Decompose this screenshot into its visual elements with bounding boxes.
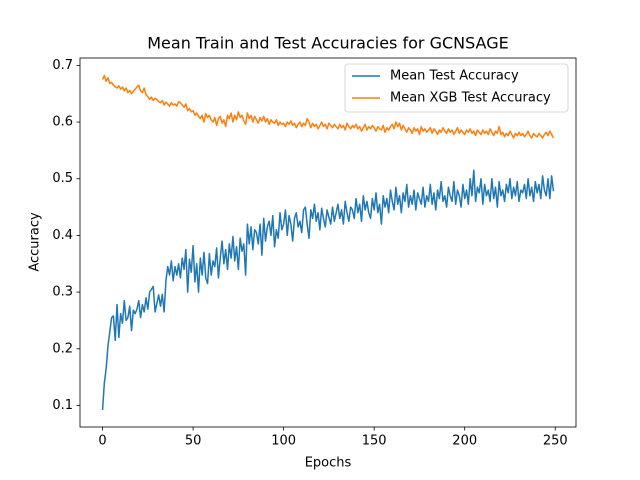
y-tick-label: 0.6: [52, 115, 73, 130]
x-tick-label: 200: [452, 434, 477, 449]
legend-label: Mean Test Accuracy: [390, 69, 519, 84]
series-line: [101, 169, 555, 411]
y-tick-label: 0.2: [52, 341, 73, 356]
y-tick-label: 0.4: [52, 228, 73, 243]
x-tick-label: 250: [543, 434, 568, 449]
legend: Mean Test Accuracy Mean XGB Test Accuracy: [344, 63, 569, 113]
chart-title: Mean Train and Test Accuracies for GCNSA…: [147, 34, 508, 53]
legend-box: [344, 63, 569, 113]
legend-label: Mean XGB Test Accuracy: [390, 91, 551, 106]
y-tick-label: 0.5: [52, 171, 73, 186]
x-axis-label: Epochs: [305, 456, 352, 471]
y-axis-label: Accuracy: [28, 212, 43, 272]
x-tick-label: 0: [98, 434, 106, 449]
x-tick-label: 50: [185, 434, 202, 449]
series-line: [101, 74, 555, 139]
y-tick-label: 0.7: [52, 58, 73, 73]
x-tick-label: 100: [271, 434, 296, 449]
y-tick-label: 0.3: [52, 285, 73, 300]
y-tick-label: 0.1: [52, 398, 73, 413]
plot-frame: [79, 57, 577, 428]
x-tick-label: 150: [362, 434, 387, 449]
